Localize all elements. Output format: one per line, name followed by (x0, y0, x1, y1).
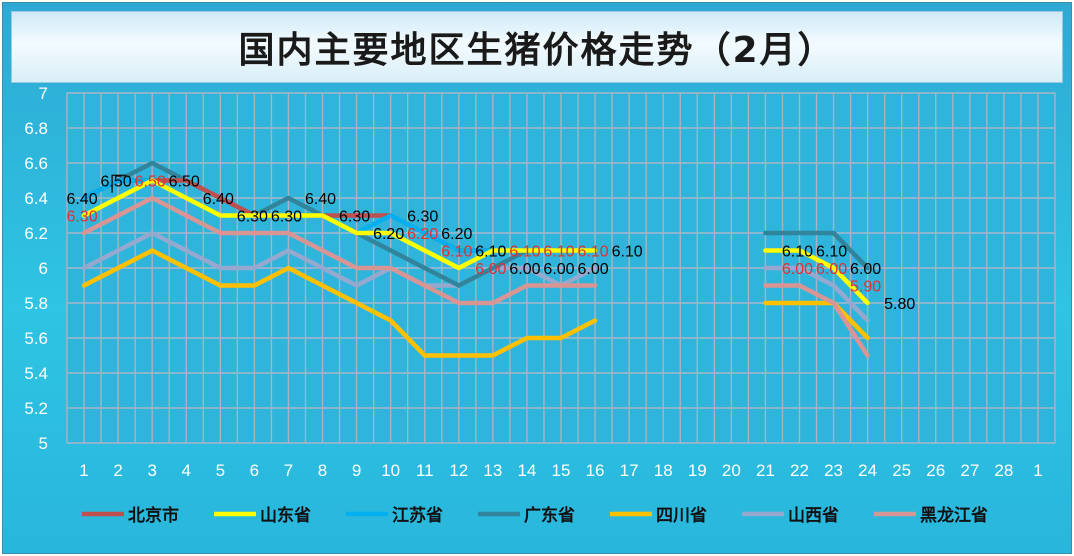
data-label: 6.00 (850, 261, 881, 278)
y-tick-label: 5.6 (24, 329, 48, 348)
data-label: 6.50 (135, 174, 166, 191)
x-tick-label: 28 (994, 461, 1013, 480)
data-label: 6.20 (407, 226, 438, 243)
x-tick-label: 27 (960, 461, 979, 480)
y-tick-label: 5 (39, 434, 48, 453)
y-tick-label: 6.6 (24, 154, 48, 173)
x-tick-label: 26 (926, 461, 945, 480)
data-label: 6.10 (509, 244, 540, 261)
x-tick-label: 15 (552, 461, 571, 480)
y-tick-label: 5.2 (24, 399, 48, 418)
x-tick-label: 12 (449, 461, 468, 480)
data-label: 6.20 (441, 226, 472, 243)
y-tick-label: 6.4 (24, 189, 48, 208)
legend-label: 山东省 (260, 505, 311, 526)
y-tick-label: 6.2 (24, 224, 48, 243)
data-label: 6.30 (339, 209, 370, 226)
data-label: 6.20 (373, 226, 404, 243)
x-tick-label: 23 (824, 461, 843, 480)
data-label: 5.80 (884, 296, 915, 313)
data-label: 6.50 (169, 174, 200, 191)
y-tick-label: 6 (39, 259, 48, 278)
data-label: 6.00 (475, 261, 506, 278)
label-leader-line (111, 174, 127, 193)
data-label: 6.00 (543, 261, 574, 278)
x-tick-label: 11 (416, 461, 434, 480)
series-line-6 (763, 265, 870, 323)
series-line-5 (81, 248, 598, 358)
x-tick-label: 7 (284, 461, 293, 480)
data-label: 6.00 (509, 261, 540, 278)
y-tick-label: 5.4 (24, 364, 48, 383)
legend-label: 北京市 (128, 505, 179, 526)
x-tick-label: 4 (182, 461, 191, 480)
x-tick-label: 2 (113, 461, 122, 480)
data-label: 6.00 (577, 261, 608, 278)
x-tick-label: 24 (858, 461, 877, 480)
data-label: 6.30 (237, 209, 268, 226)
x-tick-label: 13 (483, 461, 502, 480)
data-label: 6.40 (66, 191, 97, 208)
y-tick-label: 6.8 (24, 119, 48, 138)
chart-title: 国内主要地区生猪价格走势（2月） (238, 30, 836, 71)
x-tick-label: 16 (586, 461, 605, 480)
data-label: 6.10 (441, 244, 472, 261)
x-tick-label: 20 (722, 461, 741, 480)
x-tick-label: 5 (216, 461, 225, 480)
x-tick-label: 3 (147, 461, 156, 480)
x-tick-label: 14 (517, 461, 536, 480)
data-label: 6.50 (101, 174, 132, 191)
legend-label: 山西省 (788, 505, 839, 526)
legend-label: 四川省 (656, 505, 707, 526)
series-line-2 (763, 248, 870, 306)
x-tick-label: 17 (620, 461, 639, 480)
data-label: 6.00 (782, 261, 813, 278)
x-tick-label: 9 (352, 461, 361, 480)
data-label: 6.10 (577, 244, 608, 261)
x-tick-label: 18 (654, 461, 673, 480)
x-tick-label: 22 (790, 461, 809, 480)
x-tick-label: 1 (1033, 461, 1042, 480)
x-tick-label: 6 (250, 461, 259, 480)
y-tick-label: 7 (39, 84, 48, 103)
series-line-7 (763, 283, 870, 358)
x-tick-label: 21 (756, 461, 775, 480)
data-label: 6.40 (305, 191, 336, 208)
legend-label: 江苏省 (392, 505, 443, 526)
data-label: 6.10 (782, 244, 813, 261)
data-label: 6.10 (475, 244, 506, 261)
data-label: 6.00 (816, 261, 847, 278)
legend-label: 广东省 (524, 505, 575, 526)
data-label: 6.30 (66, 209, 97, 226)
data-label: 6.30 (271, 209, 302, 226)
x-tick-label: 25 (892, 461, 911, 480)
y-tick-label: 5.8 (24, 294, 48, 313)
x-tick-label: 1 (79, 461, 88, 480)
series-line-4 (763, 230, 870, 271)
data-label: 6.40 (203, 191, 234, 208)
series-line-6 (81, 230, 598, 288)
data-label: 6.10 (543, 244, 574, 261)
data-label: 6.10 (612, 244, 643, 261)
series-line-5 (763, 300, 870, 341)
data-label: 6.10 (816, 244, 847, 261)
data-label: 5.90 (850, 279, 881, 296)
x-tick-label: 8 (318, 461, 327, 480)
data-label: 6.30 (407, 209, 438, 226)
x-tick-label: 10 (381, 461, 400, 480)
title-banner: 国内主要地区生猪价格走势（2月） (11, 11, 1063, 83)
legend-label: 黑龙江省 (920, 505, 988, 526)
series-line-2 (81, 178, 598, 271)
series-line-7 (81, 195, 598, 306)
x-tick-label: 19 (688, 461, 707, 480)
